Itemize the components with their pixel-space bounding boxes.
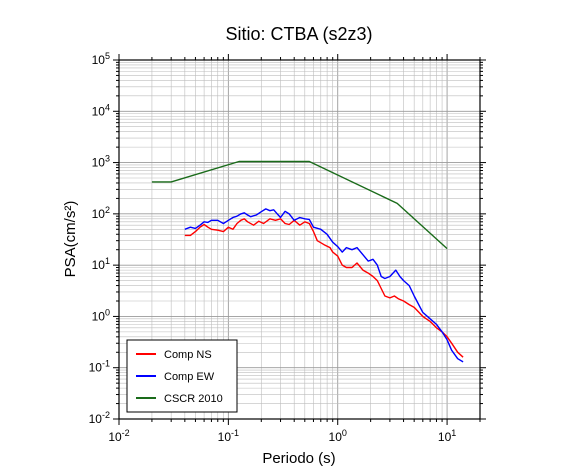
x-tick-label: 100 xyxy=(329,428,347,444)
series-lines xyxy=(151,160,464,363)
legend-label: Comp NS xyxy=(164,349,212,361)
series-line-comp-ns xyxy=(184,218,464,358)
x-tick-label: 10-1 xyxy=(218,428,239,444)
axis-ticks xyxy=(113,54,486,425)
x-tick-labels: 10-2 10-1 100 101 xyxy=(108,428,456,444)
y-tick-label: 10-1 xyxy=(89,359,110,375)
legend-label: Comp EW xyxy=(164,371,215,383)
y-tick-labels: 10-2 10-1 100 101 102 103 104 105 xyxy=(89,51,110,426)
x-axis-title: Periodo (s) xyxy=(262,450,335,467)
y-tick-label: 102 xyxy=(92,205,110,221)
y-axis-title: PSA(cm/s²) xyxy=(62,201,79,278)
grid xyxy=(118,59,481,420)
series-line-cscr-2010 xyxy=(151,160,448,250)
legend: Comp NS Comp EW CSCR 2010 xyxy=(126,339,238,413)
chart-title: Sitio: CTBA (s2z3) xyxy=(225,24,372,44)
y-tick-label: 101 xyxy=(92,256,110,272)
y-tick-label: 10-2 xyxy=(89,410,110,426)
y-tick-label: 105 xyxy=(92,51,110,67)
plot-frame xyxy=(118,59,481,420)
x-tick-label: 101 xyxy=(438,428,456,444)
y-tick-label: 100 xyxy=(92,307,110,323)
y-tick-label: 104 xyxy=(92,102,110,118)
y-tick-label: 103 xyxy=(92,154,110,170)
legend-label: CSCR 2010 xyxy=(164,393,223,405)
x-tick-label: 10-2 xyxy=(108,428,129,444)
series-line-comp-ew xyxy=(184,208,464,363)
